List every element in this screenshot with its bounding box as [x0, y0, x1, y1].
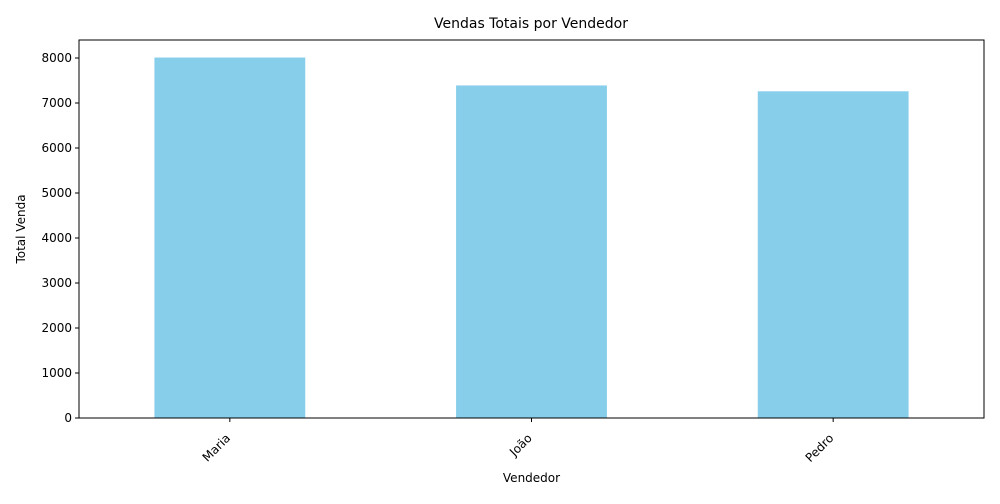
- bar-0: [154, 57, 306, 419]
- chart-title: Vendas Totais por Vendedor: [434, 16, 628, 32]
- x-tick-label: João: [506, 431, 535, 460]
- y-tick-label: 6000: [41, 141, 72, 155]
- x-axis-label: Vendedor: [503, 471, 560, 485]
- y-tick-label: 1000: [41, 366, 72, 380]
- y-tick-label: 2000: [41, 321, 72, 335]
- y-tick-label: 8000: [41, 51, 72, 65]
- y-tick-label: 3000: [41, 276, 72, 290]
- y-tick-label: 7000: [41, 96, 72, 110]
- y-axis-label: Total Venda: [14, 194, 28, 264]
- y-tick-label: 5000: [41, 186, 72, 200]
- bar-2: [757, 91, 909, 419]
- bars-group: [154, 57, 909, 419]
- x-tick-label: Maria: [200, 431, 233, 464]
- x-tick-label: Pedro: [803, 431, 837, 465]
- y-tick-label: 0: [64, 411, 72, 425]
- y-tick-label: 4000: [41, 231, 72, 245]
- bar-1: [456, 85, 607, 418]
- plot-frame: [78, 39, 985, 419]
- x-tick-group: Maria João Pedro: [200, 418, 837, 465]
- y-tick-group: 0 1000 2000 3000 4000 5000 6000 7000 8000: [41, 51, 79, 425]
